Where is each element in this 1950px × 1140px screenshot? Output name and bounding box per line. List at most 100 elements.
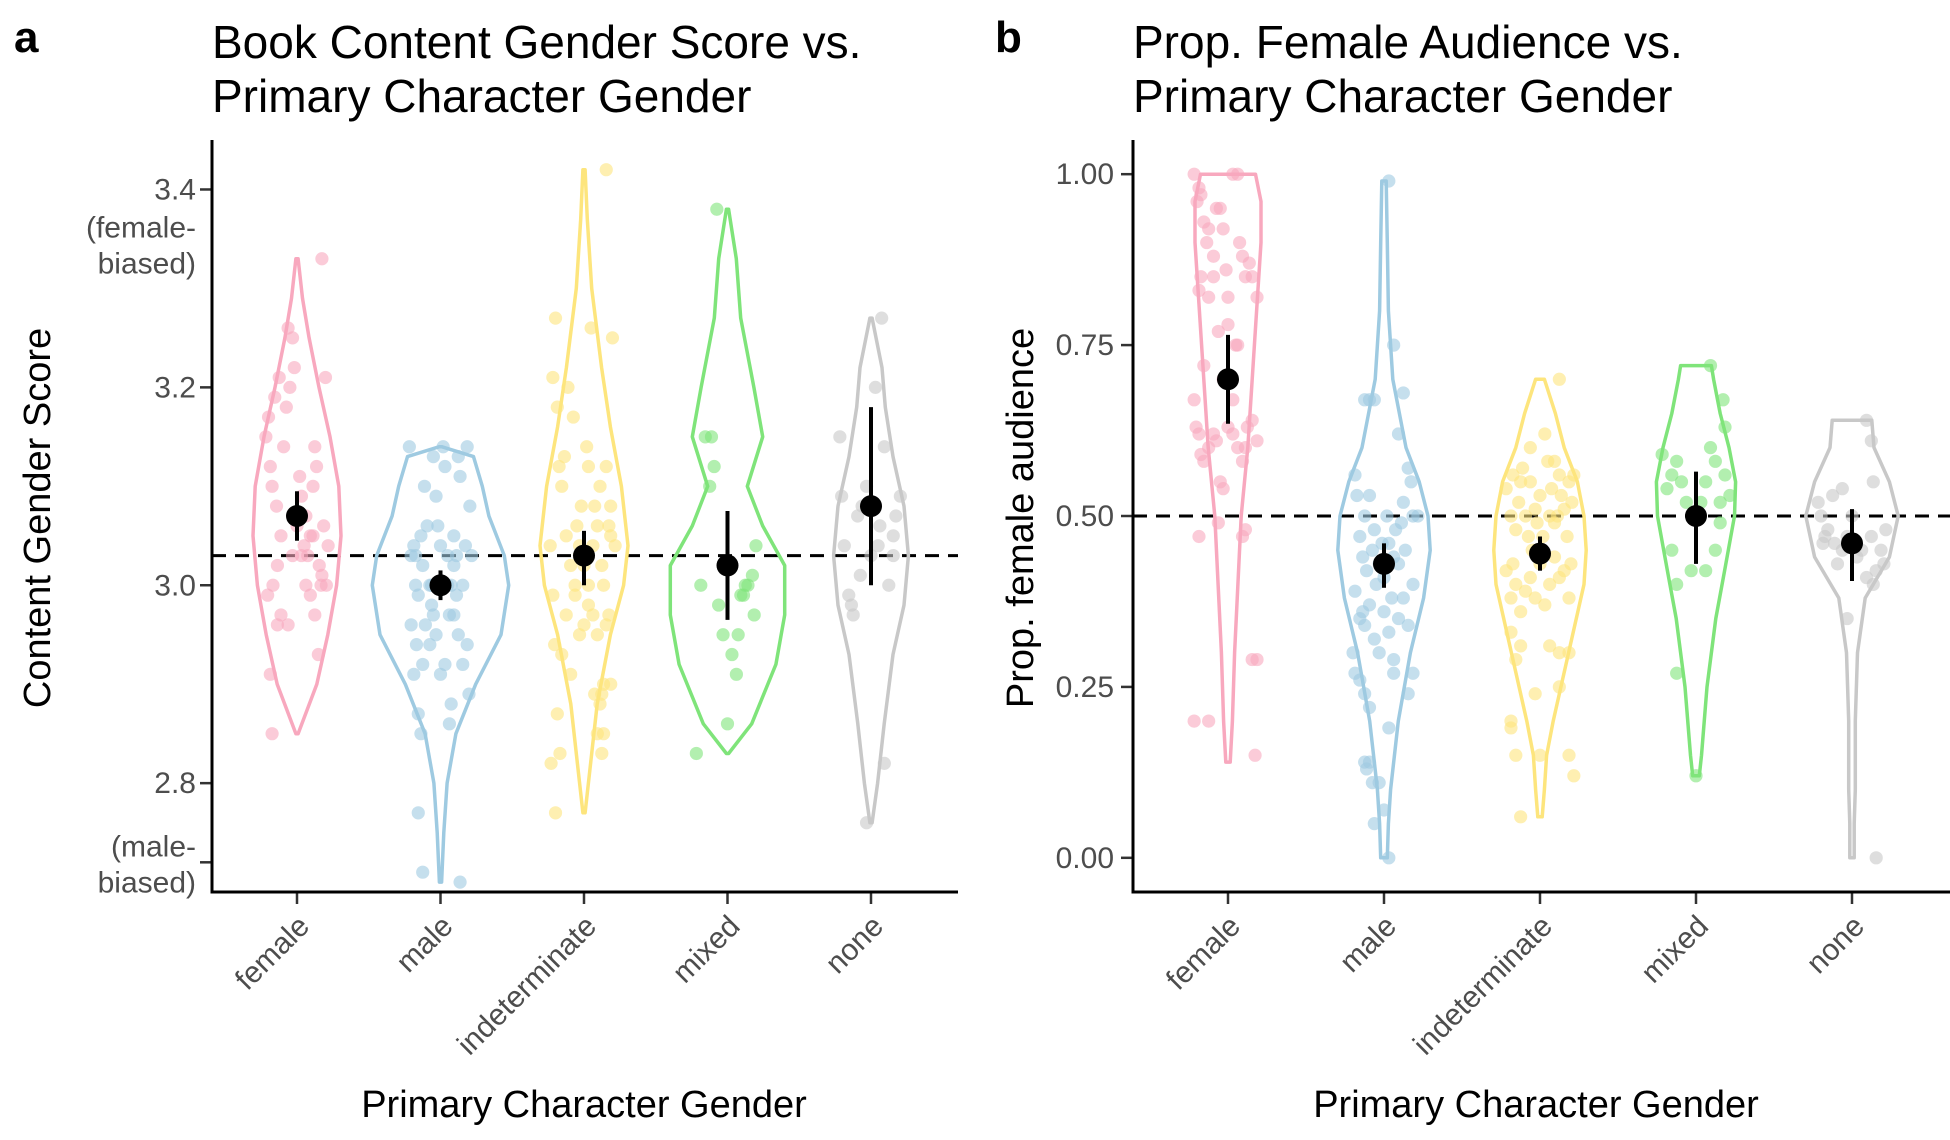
panel-a-point-male bbox=[453, 469, 467, 484]
panel-a-point-female bbox=[265, 479, 279, 493]
panel-a-point-male bbox=[447, 529, 461, 543]
panel-a-violin-indeterminate bbox=[538, 167, 630, 815]
panel-b-point-indeterminate bbox=[1565, 495, 1579, 509]
panel-a-point-male bbox=[460, 638, 474, 652]
panel-a-point-indeterminate bbox=[608, 539, 622, 553]
panel-b-point-indeterminate bbox=[1528, 502, 1542, 516]
panel-a-point-indeterminate bbox=[602, 608, 616, 622]
panel-b-point-none bbox=[1830, 557, 1845, 571]
panel-b-point-indeterminate bbox=[1509, 523, 1523, 537]
panel-b-point-male bbox=[1377, 605, 1391, 619]
panel-b-point-mixed bbox=[1679, 495, 1693, 509]
panel-a-point-mixed bbox=[689, 746, 703, 761]
panel-b-plot-area: female male indeterminate mixed none 0.00 0.25… bbox=[1056, 140, 1950, 1061]
panel-b-point-mixed bbox=[1670, 577, 1684, 591]
panel-b-violin-male bbox=[1336, 179, 1432, 860]
panel-b-point-female bbox=[1187, 167, 1201, 181]
panel-a-point-indeterminate bbox=[557, 450, 572, 464]
panel-a-point-male bbox=[404, 618, 418, 632]
panel-a-mean-none bbox=[860, 495, 882, 518]
panel-b-point-mixed bbox=[1699, 475, 1713, 489]
panel-b-point-mixed bbox=[1670, 454, 1684, 468]
panel-a-point-indeterminate bbox=[543, 539, 557, 553]
panel-a-point-male bbox=[416, 558, 430, 573]
panel-b-point-mixed bbox=[1708, 543, 1722, 557]
panel-b-point-female bbox=[1226, 427, 1240, 441]
panel-a-point-female bbox=[308, 608, 322, 622]
panel-a-point-female bbox=[261, 588, 275, 602]
panel-b-point-female bbox=[1250, 652, 1264, 667]
panel-b-point-male bbox=[1406, 666, 1420, 680]
panel-a-point-none bbox=[871, 539, 885, 553]
panel-a-point-female bbox=[274, 608, 288, 622]
panel-a-point-none bbox=[868, 380, 883, 394]
panel-a-point-female bbox=[309, 459, 324, 474]
panel-b-violin-mixed bbox=[1654, 363, 1738, 778]
panel-b-point-female bbox=[1211, 324, 1225, 339]
panel-b-point-male bbox=[1380, 509, 1394, 523]
panel-a-point-mixed bbox=[710, 202, 724, 216]
panel-a-point-indeterminate bbox=[588, 499, 602, 513]
panel-a-point-mixed bbox=[716, 628, 730, 642]
panel-a-point-indeterminate bbox=[584, 321, 598, 335]
panel-b-point-female bbox=[1250, 434, 1264, 448]
panel-a-point-male bbox=[426, 450, 440, 464]
panel-b-point-indeterminate bbox=[1523, 441, 1537, 455]
panel-b-point-mixed bbox=[1699, 564, 1713, 578]
panel-a-y-tick-label: 3.4 bbox=[154, 173, 196, 206]
panel-a-point-indeterminate bbox=[580, 440, 594, 454]
panel-a-point-male bbox=[407, 667, 421, 681]
panel-a-x-axis-title: Primary Character Gender bbox=[361, 1084, 807, 1126]
panel-a-point-mixed bbox=[704, 430, 719, 444]
panel-b-point-indeterminate bbox=[1552, 646, 1566, 660]
panel-b-point-indeterminate bbox=[1530, 516, 1544, 530]
panel-a-y-annotation-1-line-1: biased) bbox=[98, 866, 196, 899]
panel-b-title-line-1: Prop. Female Audience vs. bbox=[1133, 16, 1683, 68]
panel-a-violin-none bbox=[831, 316, 911, 825]
panel-b-point-indeterminate bbox=[1528, 687, 1542, 701]
panel-b-x-tick-label-male: male bbox=[1334, 910, 1403, 979]
panel-a-point-indeterminate bbox=[552, 459, 566, 474]
panel-a-point-male bbox=[438, 657, 452, 672]
panel-a-point-female bbox=[321, 539, 335, 553]
panel-b-point-mixed bbox=[1713, 516, 1727, 530]
panel-b-point-indeterminate bbox=[1504, 721, 1518, 735]
panel-b-point-female bbox=[1197, 454, 1211, 468]
panel-b-point-female bbox=[1206, 270, 1221, 284]
panel-b-point-female bbox=[1209, 434, 1223, 448]
panel-a-point-male bbox=[463, 499, 477, 513]
panel-b-point-male bbox=[1396, 386, 1410, 400]
panel-b-point-male bbox=[1406, 577, 1420, 591]
panel-b-point-male bbox=[1362, 488, 1377, 503]
panel-b-point-indeterminate bbox=[1562, 591, 1576, 605]
panel-b-point-male bbox=[1358, 509, 1372, 523]
panel-a-point-male bbox=[429, 489, 443, 503]
panel-a-point-male bbox=[456, 578, 470, 592]
panel-a-point-none bbox=[837, 539, 851, 553]
panel-b-point-male bbox=[1404, 475, 1418, 489]
panel-b-point-mixed bbox=[1670, 666, 1684, 680]
panel-b-point-male bbox=[1365, 543, 1379, 557]
panel-a-y-tick-label: 2.8 bbox=[154, 767, 196, 800]
panel-b-point-male bbox=[1358, 618, 1372, 632]
panel-b-point-male bbox=[1359, 564, 1374, 578]
panel-a-point-none bbox=[877, 440, 891, 454]
panel-b-point-mixed bbox=[1708, 454, 1722, 468]
panel-a-point-mixed bbox=[694, 578, 708, 592]
panel-b-point-indeterminate bbox=[1533, 488, 1547, 503]
panel-b-point-male bbox=[1367, 817, 1381, 831]
panel-a-point-indeterminate bbox=[599, 163, 613, 177]
panel-b-point-none bbox=[1826, 488, 1840, 503]
panel-b-point-indeterminate bbox=[1521, 529, 1535, 544]
panel-b-point-female bbox=[1213, 201, 1227, 215]
panel-b-point-indeterminate bbox=[1514, 475, 1528, 489]
panel-a-point-male bbox=[453, 875, 467, 889]
panel-b-point-indeterminate bbox=[1547, 454, 1562, 468]
panel-b-mean-none bbox=[1841, 532, 1863, 555]
panel-a-point-female bbox=[266, 578, 280, 592]
panel-b-mean-indeterminate bbox=[1529, 542, 1551, 565]
panel-b-point-male bbox=[1391, 557, 1406, 571]
panel-b-point-indeterminate bbox=[1564, 557, 1578, 571]
panel-a-letter: a bbox=[14, 13, 39, 62]
panel-b-point-female bbox=[1245, 270, 1259, 284]
